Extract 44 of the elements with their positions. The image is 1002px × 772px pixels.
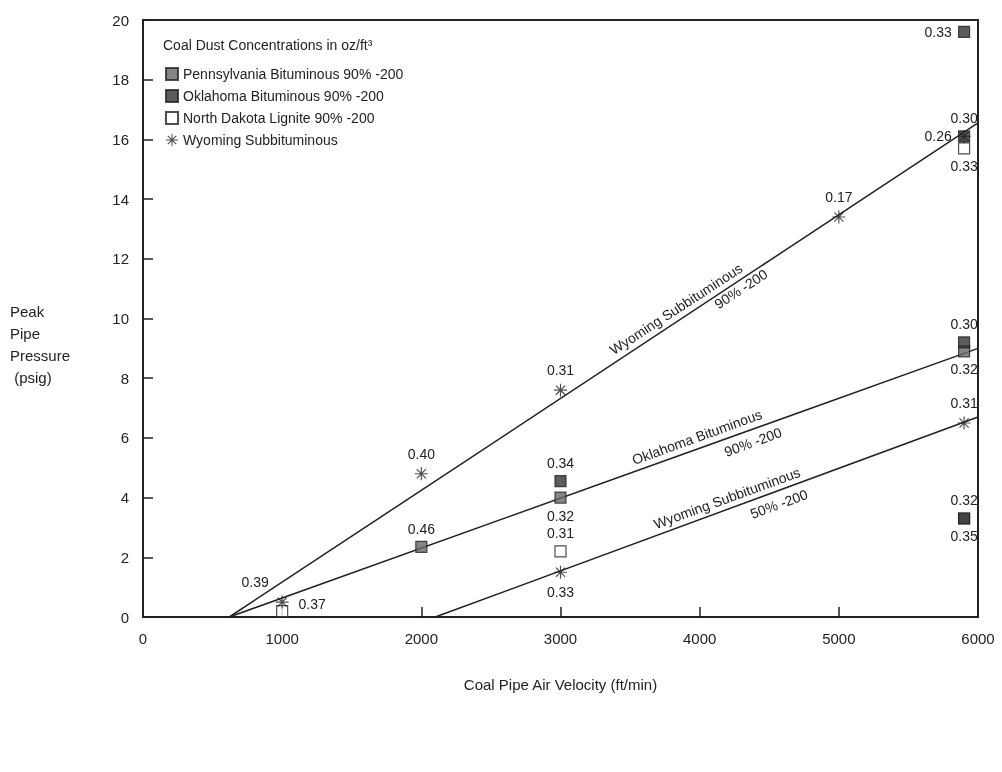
x-axis-title: Coal Pipe Air Velocity (ft/min)	[463, 676, 658, 693]
y-tick-label: 18	[112, 71, 129, 89]
annotation: 0.33	[924, 23, 952, 40]
x-tick-label: 2000	[404, 630, 439, 647]
y-tick-label: 14	[112, 190, 129, 208]
y-tick-label: 8	[120, 369, 129, 387]
legend-label: Wyoming Subbituminous	[183, 132, 338, 148]
annotation: 0.40	[407, 445, 436, 462]
x-tick-label: 1000	[265, 630, 299, 647]
annotation: 0.35	[950, 528, 978, 545]
annotation: 0.34	[546, 455, 575, 472]
annotation: 0.30	[950, 316, 978, 333]
annotation: 0.30	[950, 110, 978, 127]
y-tick-label: 12	[112, 250, 129, 268]
annotation: 0.32	[546, 507, 575, 524]
legend-label: Pennsylvania Bituminous 90% -200	[183, 66, 404, 82]
legend-label: Oklahoma Bituminous 90% -200	[183, 88, 384, 104]
y-tick-label: 6	[120, 429, 129, 447]
annotation: 0.39	[241, 574, 269, 591]
annotation: 0.31	[546, 525, 575, 542]
legend-label: North Dakota Lignite 90% -200	[183, 110, 375, 126]
y-tick-label: 10	[112, 310, 129, 327]
y-tick-label: 16	[112, 130, 129, 148]
x-tick-label: 4000	[682, 630, 717, 647]
annotation: 0.32	[950, 361, 978, 378]
x-tick-label: 0	[138, 630, 148, 647]
y-tick-label: 2	[120, 548, 129, 566]
x-tick-label: 6000	[961, 630, 995, 647]
annotation: 0.26	[924, 128, 952, 145]
annotation: 0.33	[546, 584, 575, 601]
annotation: 0.31	[950, 394, 978, 411]
annotation: 0.33	[950, 158, 978, 175]
y-tick-label: 4	[120, 489, 129, 507]
annotation: 0.37	[298, 596, 326, 613]
y-axis-title: Peak Pipe Pressure (psig)	[10, 302, 71, 386]
annotation: 0.31	[546, 362, 575, 379]
annotation: 0.32	[950, 492, 978, 509]
y-tick-label: 20	[112, 11, 129, 29]
x-tick-label: 5000	[822, 630, 856, 647]
annotation: 0.46	[407, 520, 436, 537]
y-tick-label: 0	[120, 608, 129, 626]
annotation: 0.17	[825, 189, 853, 206]
x-tick-label: 3000	[543, 630, 578, 647]
legend-title: Coal Dust Concentrations in oz/ft³	[163, 37, 373, 53]
